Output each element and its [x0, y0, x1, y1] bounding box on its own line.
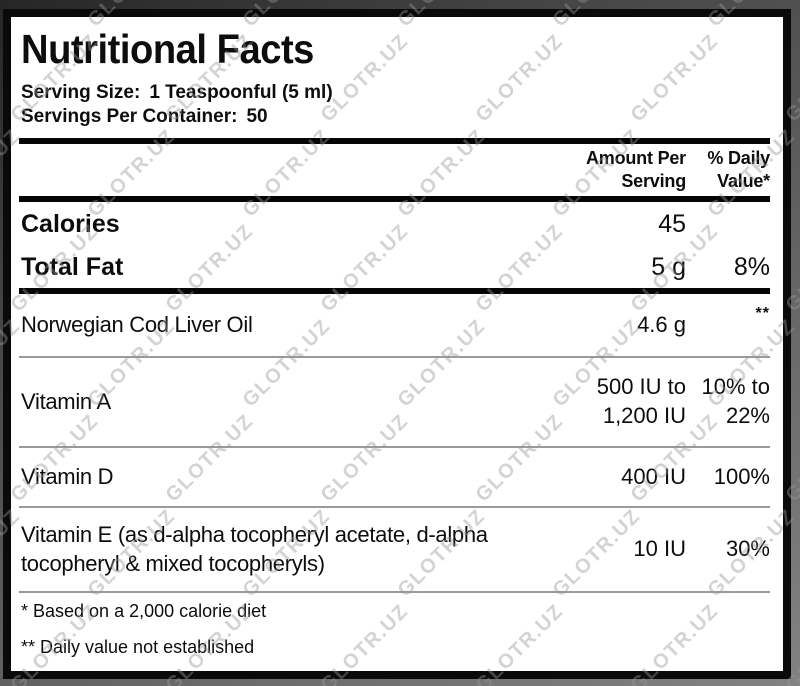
rule-thin	[19, 506, 770, 508]
nutrition-label-card: Nutritional Facts Serving Size: 1 Teaspoo…	[3, 9, 791, 679]
nutrient-amount: 500 IU to 1,200 IU	[596, 374, 686, 428]
serving-size-line: Serving Size: 1 Teaspoonful (5 ml)	[21, 81, 770, 105]
rule-thick	[19, 138, 770, 144]
nutrient-name: Vitamin A	[21, 388, 111, 414]
nutrient-amount: 45	[658, 209, 686, 238]
label-title: Nutritional Facts	[21, 26, 314, 72]
servings-per-container-value: 50	[246, 106, 268, 127]
table-row-vitamin-e: Vitamin E (as d-alpha tocopheryl acetate…	[19, 508, 770, 591]
table-row-vitamin-d: Vitamin D 400 IU 100%	[19, 448, 770, 506]
servings-per-container-label: Servings Per Container:	[21, 106, 238, 127]
table-row-cod-liver-oil: Norwegian Cod Liver Oil 4.6 g **	[19, 294, 770, 356]
rule-thin	[19, 591, 770, 593]
nutrient-name: Norwegian Cod Liver Oil	[21, 311, 253, 337]
table-row-vitamin-a: Vitamin A 500 IU to 1,200 IU 10% to 22%	[19, 358, 770, 446]
nutrient-name: Total Fat	[21, 252, 124, 281]
nutrient-daily-value: 100%	[713, 463, 770, 489]
nutrient-daily-value: 8%	[733, 252, 770, 281]
nutrient-amount: 4.6 g	[637, 311, 686, 337]
nutrient-amount: 400 IU	[621, 463, 686, 489]
rule-thin	[19, 446, 770, 448]
serving-info: Serving Size: 1 Teaspoonful (5 ml) Servin…	[21, 81, 770, 129]
serving-size-value: 1 Teaspoonful (5 ml)	[149, 82, 333, 103]
nutrient-name: Vitamin D	[21, 463, 114, 489]
rule-thick	[19, 288, 770, 294]
nutrient-daily-value: **	[755, 305, 770, 322]
nutrient-amount: 5 g	[651, 252, 686, 281]
nutrient-amount: 10 IU	[633, 536, 686, 562]
rule-thick	[19, 196, 770, 202]
nutrient-daily-value: 30%	[725, 536, 770, 562]
table-row-total-fat: Total Fat 5 g 8%	[19, 246, 770, 288]
servings-per-container-line: Servings Per Container: 50	[21, 105, 770, 129]
footnote-calorie-diet: * Based on a 2,000 calorie diet	[21, 601, 267, 621]
header-percent-daily-value: % Daily Value*	[707, 148, 770, 191]
column-header-row: Amount Per Serving % Daily Value*	[19, 144, 770, 196]
table-row-calories: Calories 45	[19, 202, 770, 246]
serving-size-label: Serving Size:	[21, 82, 141, 103]
rule-thin	[19, 356, 770, 358]
nutrient-daily-value: 10% to 22%	[701, 374, 771, 428]
header-amount-per-serving: Amount Per Serving	[585, 148, 686, 191]
footnote-daily-value: ** Daily value not established	[21, 636, 255, 657]
nutrition-label: Nutritional Facts Serving Size: 1 Teaspoo…	[3, 9, 791, 679]
nutrient-name: Calories	[21, 209, 120, 238]
nutrient-name: Vitamin E (as d-alpha tocopheryl acetate…	[21, 521, 488, 576]
